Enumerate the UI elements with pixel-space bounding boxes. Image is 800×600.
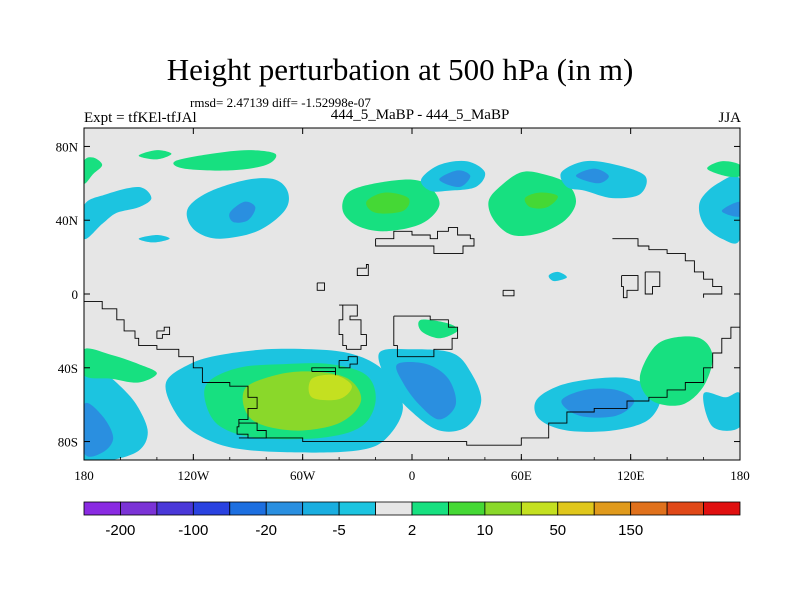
colorbar-label: 2 [408, 522, 416, 539]
x-tick-label: 180 [74, 468, 94, 483]
colorbar-box [302, 501, 340, 516]
colorbar-box [703, 501, 741, 516]
colorbar-box [557, 501, 595, 516]
x-tick-label: 180 [730, 468, 750, 483]
coastline-layer [84, 227, 740, 446]
colorbar-box [120, 501, 158, 516]
colorbar-box [83, 501, 121, 516]
coastline [356, 264, 369, 277]
contour-region [138, 235, 170, 243]
y-tick-label: 80S [58, 435, 78, 450]
x-tick-label: 60E [511, 468, 532, 483]
colorbar-label: 150 [618, 522, 643, 539]
coastline [156, 326, 171, 339]
y-tick-label: 0 [72, 287, 79, 302]
colorbar-box [229, 501, 267, 516]
colorbar-box [484, 501, 522, 516]
coastline [375, 227, 475, 254]
coastline [393, 315, 459, 358]
contour-region [524, 192, 558, 209]
case-label: 444_5_MaBP - 444_5_MaBP [330, 107, 510, 123]
colorbar-box [375, 501, 413, 516]
colorbar-label: -200 [105, 522, 135, 539]
contour-region [308, 374, 352, 401]
coastline [238, 316, 740, 446]
x-tick-label: 0 [409, 468, 416, 483]
contour-region [173, 150, 277, 171]
colorbar-box [593, 501, 632, 516]
colorbar-box [666, 501, 704, 516]
contour-region [561, 388, 635, 418]
colorbar-label: -20 [255, 522, 277, 539]
contour-region [639, 336, 713, 406]
contour-region [138, 150, 172, 160]
contour-region [229, 201, 256, 223]
colorbar-box [192, 501, 231, 516]
colorbar-box [265, 501, 304, 516]
contour-fill-layer [84, 150, 740, 460]
colorbar-label: 10 [477, 522, 494, 539]
x-tick-label: 60W [290, 468, 316, 483]
colorbar-box [156, 501, 194, 516]
contour-region [366, 192, 410, 214]
contour-region [698, 175, 740, 244]
colorbar-label: -100 [178, 522, 208, 539]
contour-region [84, 348, 157, 383]
colorbar-box [411, 501, 449, 516]
season-label: JJA [718, 110, 741, 126]
coastline [644, 271, 661, 295]
contour-region [575, 168, 609, 184]
y-tick-label: 40N [56, 213, 79, 228]
contour-region [548, 271, 567, 282]
coastline [338, 356, 358, 369]
contour-region [84, 403, 114, 457]
coastline [311, 367, 336, 376]
colorbar-box [448, 501, 486, 516]
coastline [612, 238, 723, 298]
colorbar-box [520, 501, 559, 516]
experiment-label: Expt = tfKEl-tfJAl [84, 110, 197, 126]
coastline [621, 275, 639, 299]
colorbar: -200 -100 -20 -5 2 10 50 150 [83, 501, 741, 539]
colorbar-label: 50 [549, 522, 566, 539]
y-tick-label: 40S [58, 361, 78, 376]
y-tick-label: 80N [56, 139, 79, 154]
stats-label: rmsd= 2.47139 diff= -1.52998e-07 [190, 95, 371, 110]
x-tick-label: 120E [617, 468, 645, 483]
colorbar-box [630, 501, 668, 516]
page-title: Height perturbation at 500 hPa (in m) [166, 52, 634, 87]
axis-ticks: 180 120W 60W 0 60E 120E 180 80N 40N 0 40S 80S [56, 128, 750, 483]
contour-region [84, 186, 152, 240]
coastline [316, 282, 325, 291]
colorbar-box [338, 501, 376, 516]
contour-region [439, 170, 471, 188]
contour-region [703, 392, 740, 431]
contour-region [707, 161, 740, 178]
contour-region [721, 201, 740, 217]
colorbar-label: -5 [332, 522, 345, 539]
coastline [338, 304, 367, 350]
contour-region [84, 157, 103, 184]
contour-region [396, 361, 457, 420]
coastline [502, 289, 515, 297]
x-tick-label: 120W [177, 468, 210, 483]
